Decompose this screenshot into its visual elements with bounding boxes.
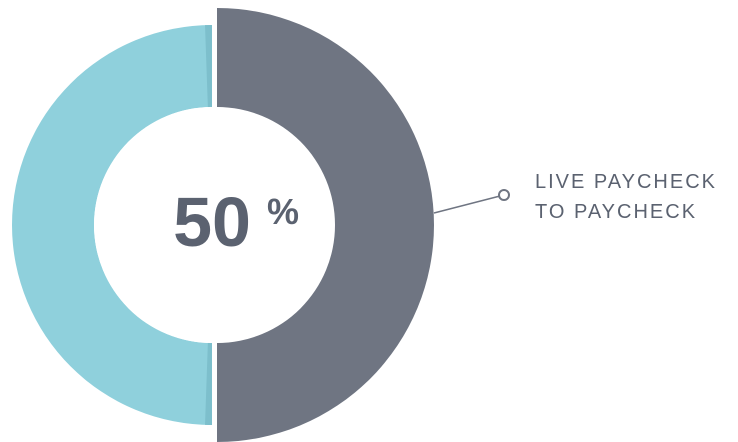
slice-highlighted (217, 8, 434, 442)
callout-line (433, 195, 501, 214)
donut-hole (94, 107, 330, 343)
callout-label-line-1: LIVE PAYCHECK (535, 171, 717, 193)
callout-marker (498, 189, 510, 201)
donut-slices (12, 8, 434, 442)
center-value: 50 (173, 183, 251, 261)
slice-other-edge-bottom (205, 342, 212, 425)
center-unit: % (267, 191, 299, 232)
slice-other (12, 25, 212, 425)
callout-label-line-2: TO PAYCHECK (535, 201, 697, 223)
slice-other-edge (205, 25, 212, 108)
